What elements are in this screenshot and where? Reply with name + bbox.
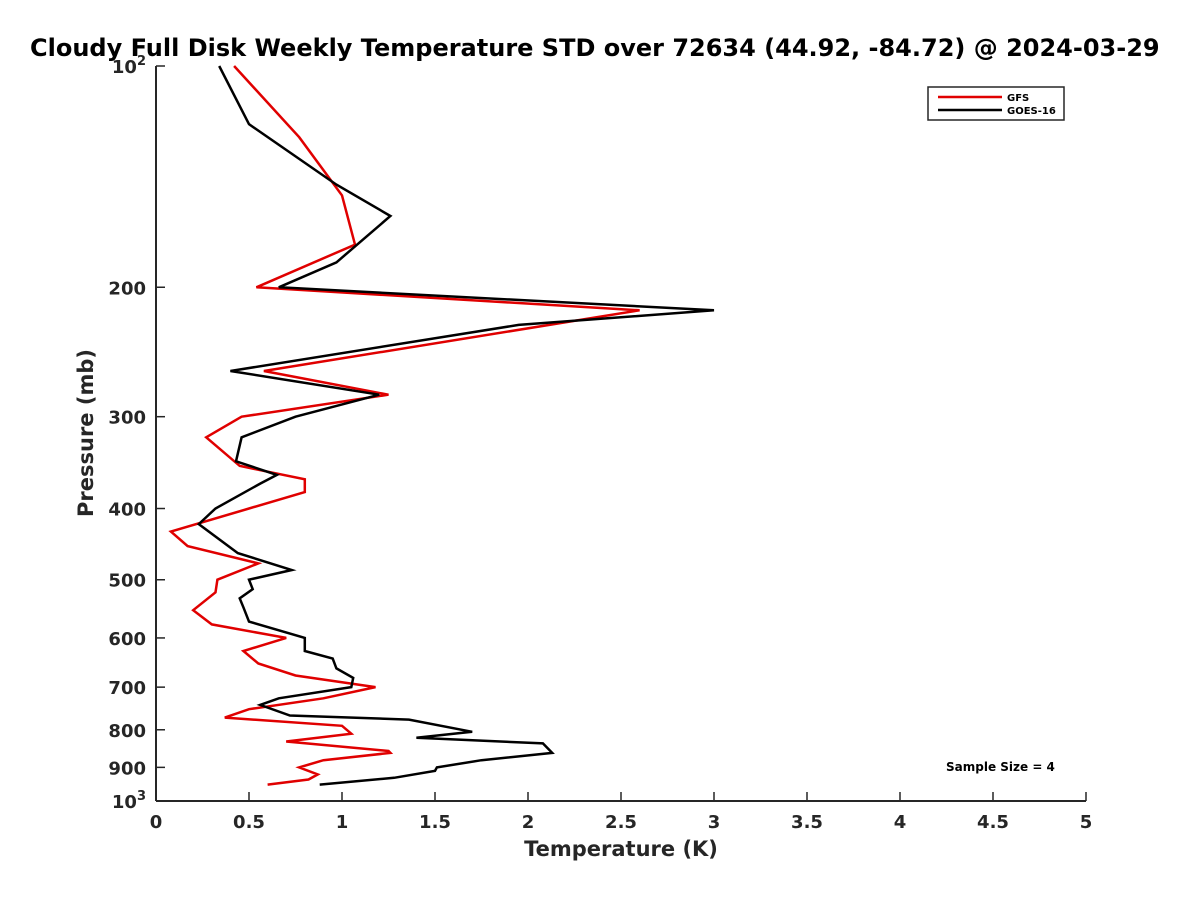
y-tick-label: 400: [108, 500, 146, 521]
y-tick-label: 300: [108, 408, 146, 429]
x-tick-label: 1: [336, 812, 349, 833]
x-ticks: 0 0.5 1 1.5 2 2.5 3 3.5 4 4.5 5: [150, 792, 1093, 833]
y-tick-label: 103: [112, 789, 146, 813]
legend: GFS GOES-16: [927, 86, 1065, 121]
legend-box: [927, 86, 1065, 121]
x-tick-label: 4.5: [977, 812, 1009, 833]
y-ticks: 102 200 300 400 500 600 700 800 900 103: [108, 54, 165, 813]
plot-area: 0 0.5 1 1.5 2 2.5 3 3.5 4 4.5 5 102 200 300 400 500 600…: [108, 54, 1092, 833]
legend-label-goes16: GOES-16: [1007, 106, 1056, 117]
y-tick-label: 500: [108, 571, 146, 592]
y-tick-label: 800: [108, 721, 146, 742]
x-axis-label: Temperature (K): [524, 837, 718, 861]
x-tick-label: 2.5: [605, 812, 637, 833]
y-tick-label: 200: [108, 278, 146, 299]
x-tick-label: 0: [150, 812, 163, 833]
y-axis-label: Pressure (mb): [74, 349, 98, 517]
x-tick-label: 4: [894, 812, 907, 833]
series-line-gfs: [168, 65, 640, 786]
sample-size-annotation: Sample Size = 4: [946, 760, 1055, 774]
y-tick-label: 102: [112, 54, 146, 78]
series-lines: [168, 65, 715, 786]
series-line-goes16: [196, 65, 715, 786]
x-tick-label: 5: [1080, 812, 1093, 833]
y-tick-label: 700: [108, 678, 146, 699]
chart-title: Cloudy Full Disk Weekly Temperature STD …: [30, 34, 1160, 62]
y-tick-label: 600: [108, 629, 146, 650]
x-tick-label: 2: [522, 812, 535, 833]
x-tick-label: 3.5: [791, 812, 823, 833]
x-tick-label: 3: [708, 812, 721, 833]
legend-label-gfs: GFS: [1007, 93, 1029, 104]
y-tick-label: 900: [108, 758, 146, 779]
x-tick-label: 0.5: [233, 812, 265, 833]
x-tick-label: 1.5: [419, 812, 451, 833]
